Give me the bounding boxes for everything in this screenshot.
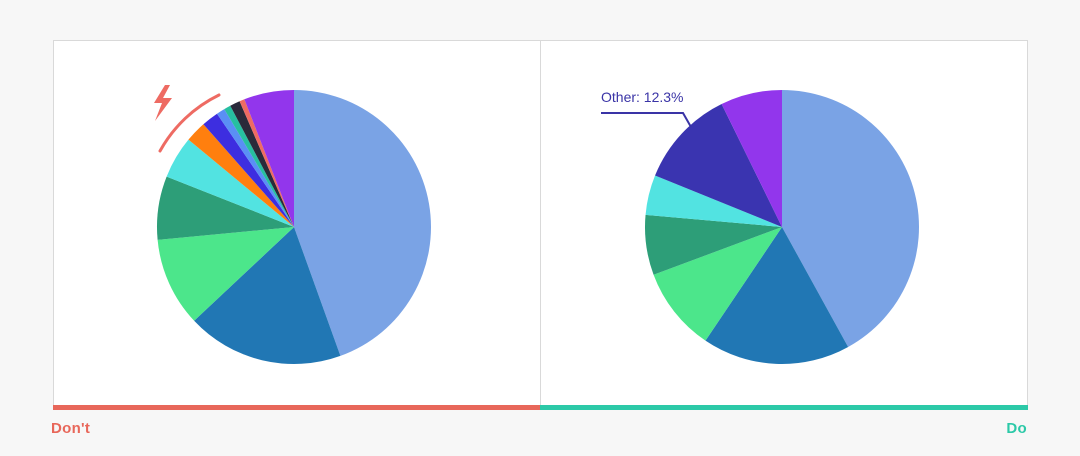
do-pie-slice-3	[645, 214, 782, 275]
dont-pie-slice-9	[230, 101, 294, 227]
dont-panel	[53, 40, 541, 408]
dont-pie-slice-11	[244, 90, 294, 227]
do-pie-slice-2	[653, 227, 782, 341]
dont-pie-slice-7	[216, 109, 294, 227]
dont-pie-slice-0	[294, 90, 431, 356]
other-callout-line	[601, 112, 692, 128]
do-pie-chart: Other: 12.3%	[601, 89, 919, 365]
dont-pie-slice-4	[166, 139, 294, 227]
do-pie-slice-0	[782, 90, 919, 347]
do-underline	[540, 405, 1028, 410]
dont-pie-slice-8	[224, 105, 294, 227]
do-pie-slice-4	[645, 175, 782, 227]
other-callout-label: Other: 12.3%	[601, 89, 684, 105]
do-caption: Do	[1006, 420, 1027, 437]
dont-pie-slice-5	[188, 124, 294, 227]
dont-pie-slice-1	[194, 227, 341, 364]
dont-pie-slice-10	[239, 99, 294, 227]
lightning-icon	[154, 85, 172, 121]
dont-pie-chart	[154, 85, 431, 364]
do-pie-slice-6	[721, 90, 782, 227]
dont-underline	[53, 405, 540, 410]
do-panel: Other: 12.3%	[540, 40, 1028, 408]
do-pie-slice-5	[655, 104, 782, 227]
warning-arc	[158, 93, 221, 153]
dont-pie-slice-3	[157, 176, 294, 240]
do-pie-slice-1	[705, 227, 849, 365]
dont-pie-slice-2	[157, 227, 294, 321]
dont-caption: Don't	[51, 420, 91, 437]
dont-pie-slice-6	[203, 113, 294, 227]
